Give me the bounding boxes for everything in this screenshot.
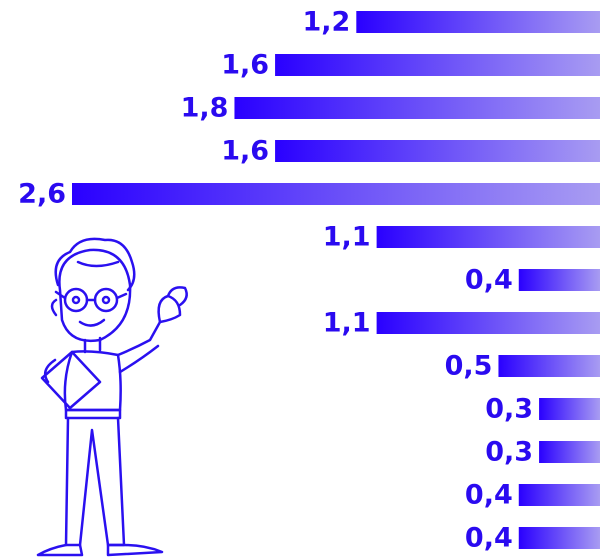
bar	[498, 355, 600, 377]
bar	[275, 54, 600, 76]
value-label: 1,8	[181, 93, 229, 124]
bar	[518, 484, 600, 506]
bar	[376, 312, 600, 334]
value-label: 1,6	[221, 136, 269, 167]
bar	[539, 441, 600, 463]
value-label: 2,6	[18, 179, 66, 210]
value-label: 0,4	[465, 265, 513, 296]
value-label: 1,6	[221, 50, 269, 81]
value-label: 1,1	[323, 308, 371, 339]
bar	[275, 140, 600, 162]
value-label: 0,3	[485, 394, 533, 425]
value-label: 0,4	[465, 480, 513, 511]
bar	[518, 527, 600, 549]
bar	[539, 398, 600, 420]
bar	[72, 183, 600, 205]
bar	[234, 97, 600, 119]
value-label: 0,5	[445, 351, 493, 382]
bar	[376, 226, 600, 248]
value-label: 1,2	[302, 7, 350, 38]
illustration	[36, 237, 188, 557]
value-label: 0,3	[485, 437, 533, 468]
value-label: 0,4	[465, 523, 513, 554]
value-label: 1,1	[323, 222, 371, 253]
bar	[518, 269, 600, 291]
bar	[356, 11, 600, 33]
